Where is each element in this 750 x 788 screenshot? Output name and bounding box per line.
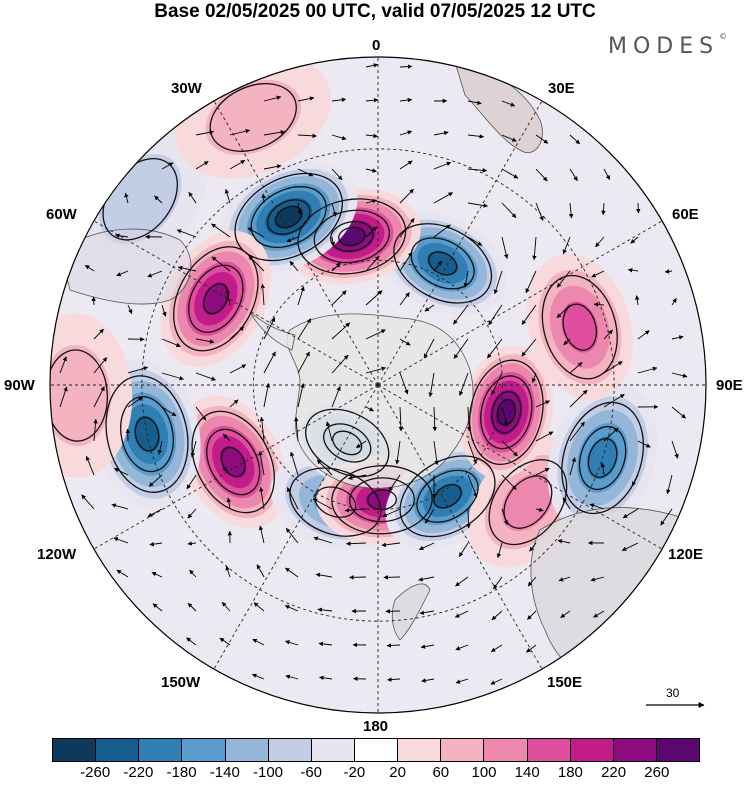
lon-label-120w: 120W: [37, 546, 76, 564]
graticule: [34, 41, 723, 730]
colorbar-tick-label: 180: [558, 764, 583, 782]
colorbar-swatch: [139, 739, 182, 761]
colorbar-tick-label: -220: [123, 764, 153, 782]
colorbar-swatch: [398, 739, 441, 761]
colorbar-swatch: [269, 739, 312, 761]
colorbar-swatch: [96, 739, 139, 761]
colorbar-swatch: [312, 739, 355, 761]
colorbar-swatch: [355, 739, 398, 761]
colorbar-swatch: [657, 739, 699, 761]
colorbar-tick-label: 20: [389, 764, 406, 782]
lon-label-60w: 60W: [46, 206, 77, 224]
wind-vector: [93, 297, 94, 305]
colorbar-swatch: [484, 739, 527, 761]
lon-label-120e: 120E: [668, 546, 703, 564]
lon-label-90w: 90W: [4, 377, 35, 395]
colorbar-tick-label: -180: [167, 764, 197, 782]
lon-label-30e: 30E: [548, 80, 575, 98]
colorbar-tick-label: -140: [210, 764, 240, 782]
lon-label-0: 0: [372, 37, 380, 55]
colorbar-swatch: [441, 739, 484, 761]
map-disk: [18, 33, 723, 730]
colorbar-tick-label: -260: [80, 764, 110, 782]
colorbar-tick-label: -60: [300, 764, 322, 782]
colorbar-tick-label: 140: [515, 764, 540, 782]
colorbar-tick-label: -20: [344, 764, 366, 782]
colorbar-tick-label: 60: [432, 764, 449, 782]
lon-label-180: 180: [363, 718, 388, 736]
colorbar: [52, 738, 700, 762]
colorbar-swatch: [528, 739, 571, 761]
colorbar-swatch: [53, 739, 96, 761]
wind-vector: [400, 66, 412, 67]
colorbar-swatch: [614, 739, 657, 761]
lon-label-150w: 150W: [161, 674, 200, 692]
colorbar-tick-label: -100: [253, 764, 283, 782]
reference-vector-label: 30: [666, 686, 679, 700]
lon-label-60e: 60E: [672, 206, 699, 224]
colorbar-tick-label: 260: [644, 764, 669, 782]
colorbar-swatch: [182, 739, 225, 761]
colorbar-tick-label: 100: [471, 764, 496, 782]
colorbar-swatch: [571, 739, 614, 761]
lon-label-30w: 30W: [171, 80, 202, 98]
colorbar-tick-label: 220: [601, 764, 626, 782]
lon-label-150e: 150E: [547, 674, 582, 692]
colorbar-swatch: [226, 739, 269, 761]
lon-label-90e: 90E: [716, 377, 743, 395]
